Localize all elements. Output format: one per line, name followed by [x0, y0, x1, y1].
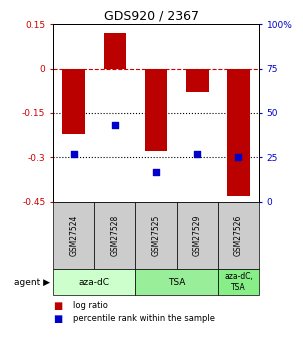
Bar	[227, 69, 250, 196]
Text: GSM27526: GSM27526	[234, 215, 243, 256]
Text: agent ▶: agent ▶	[14, 277, 50, 287]
Bar	[62, 69, 85, 134]
Text: percentile rank within the sample: percentile rank within the sample	[73, 314, 215, 323]
Point	[154, 169, 158, 174]
Point	[71, 151, 76, 157]
Text: GSM27529: GSM27529	[193, 215, 202, 256]
Text: aza-dC: aza-dC	[79, 277, 110, 287]
Text: GSM27525: GSM27525	[152, 215, 161, 256]
Text: aza-dC,
TSA: aza-dC, TSA	[224, 272, 253, 292]
Text: TSA: TSA	[168, 277, 185, 287]
Point	[195, 151, 200, 157]
Text: GSM27524: GSM27524	[69, 215, 78, 256]
Point	[112, 123, 117, 128]
Text: GDS920 / 2367: GDS920 / 2367	[104, 10, 199, 23]
Text: log ratio: log ratio	[73, 301, 108, 310]
Text: ■: ■	[53, 314, 62, 324]
Bar	[145, 69, 167, 151]
Bar	[186, 69, 208, 92]
Text: ■: ■	[53, 301, 62, 311]
Text: GSM27528: GSM27528	[110, 215, 119, 256]
Point	[236, 155, 241, 160]
Bar	[104, 33, 126, 69]
